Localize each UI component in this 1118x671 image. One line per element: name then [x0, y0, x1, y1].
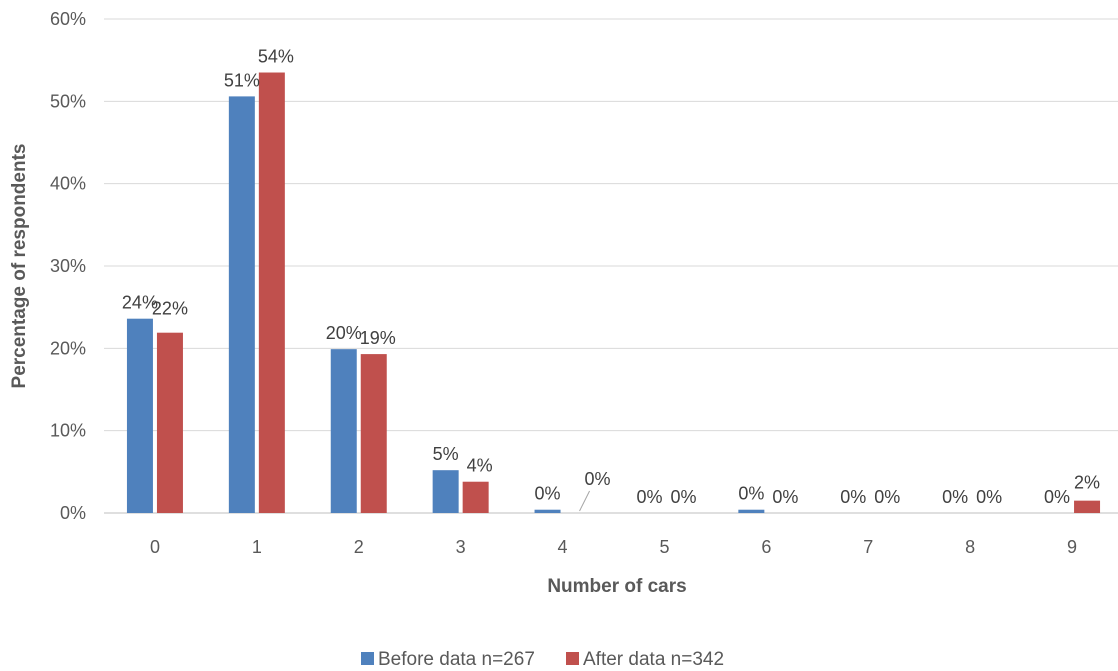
x-axis-ticks: 0 1 2 3 4 5 6 7 8 9: [150, 537, 1077, 557]
x-tick-label: 8: [965, 537, 975, 557]
data-label: 0%: [636, 487, 662, 507]
data-label: 5%: [433, 444, 459, 464]
legend: Before data n=267 After data n=342: [361, 649, 724, 670]
data-label: 19%: [360, 328, 396, 348]
y-tick-label: 0%: [60, 503, 86, 523]
y-axis-ticks: 0% 10% 20% 30% 40% 50% 60%: [50, 9, 86, 523]
y-tick-label: 50%: [50, 91, 86, 111]
bar-after: [258, 72, 285, 514]
bar-before: [228, 96, 255, 513]
bar-after: [156, 332, 183, 513]
data-label: 0%: [840, 487, 866, 507]
data-label: 4%: [467, 456, 493, 476]
legend-swatch-before: [361, 652, 374, 665]
y-tick-label: 20%: [50, 338, 86, 358]
x-tick-label: 1: [252, 537, 262, 557]
data-label: 2%: [1074, 473, 1100, 493]
data-label: 24%: [122, 293, 158, 313]
data-label: 0%: [976, 487, 1002, 507]
y-tick-label: 30%: [50, 256, 86, 276]
data-label: 0%: [535, 484, 561, 504]
x-tick-label: 7: [863, 537, 873, 557]
x-tick-label: 9: [1067, 537, 1077, 557]
data-label: 51%: [224, 70, 260, 90]
data-label: 0%: [738, 484, 764, 504]
bars: [126, 72, 1101, 514]
x-axis-title: Number of cars: [547, 576, 686, 597]
data-label: 0%: [670, 487, 696, 507]
legend-label-after: After data n=342: [583, 649, 724, 670]
legend-swatch-after: [566, 652, 579, 665]
x-tick-label: 6: [761, 537, 771, 557]
y-axis-title: Percentage of respondents: [9, 144, 30, 389]
data-label: 0%: [585, 469, 611, 489]
data-label: 0%: [772, 487, 798, 507]
data-label: 0%: [874, 487, 900, 507]
x-tick-label: 2: [354, 537, 364, 557]
data-label: 22%: [152, 299, 188, 319]
legend-label-before: Before data n=267: [378, 649, 535, 670]
bar-before: [432, 470, 459, 513]
data-label: 54%: [258, 47, 294, 67]
x-tick-label: 4: [558, 537, 568, 557]
data-labels: 24% 51% 20% 5% 0% 0% 0% 0% 0% 0% 22% 54% 19% 4% 0% 0% 0%…: [122, 47, 1100, 512]
y-tick-label: 10%: [50, 421, 86, 441]
bar-before: [738, 509, 765, 513]
bar-before: [126, 318, 153, 513]
y-tick-label: 60%: [50, 9, 86, 29]
data-label: 20%: [326, 323, 362, 343]
data-label: 0%: [1044, 487, 1070, 507]
x-tick-label: 3: [456, 537, 466, 557]
bar-after: [462, 481, 489, 513]
bar-after: [1074, 500, 1101, 513]
bar-before: [330, 349, 357, 513]
bar-before: [534, 509, 561, 513]
bar-after: [360, 354, 387, 513]
gridlines: [104, 18, 1118, 514]
x-tick-label: 5: [659, 537, 669, 557]
label-leader-line: [579, 490, 590, 512]
y-tick-label: 40%: [50, 174, 86, 194]
x-tick-label: 0: [150, 537, 160, 557]
data-label: 0%: [942, 487, 968, 507]
